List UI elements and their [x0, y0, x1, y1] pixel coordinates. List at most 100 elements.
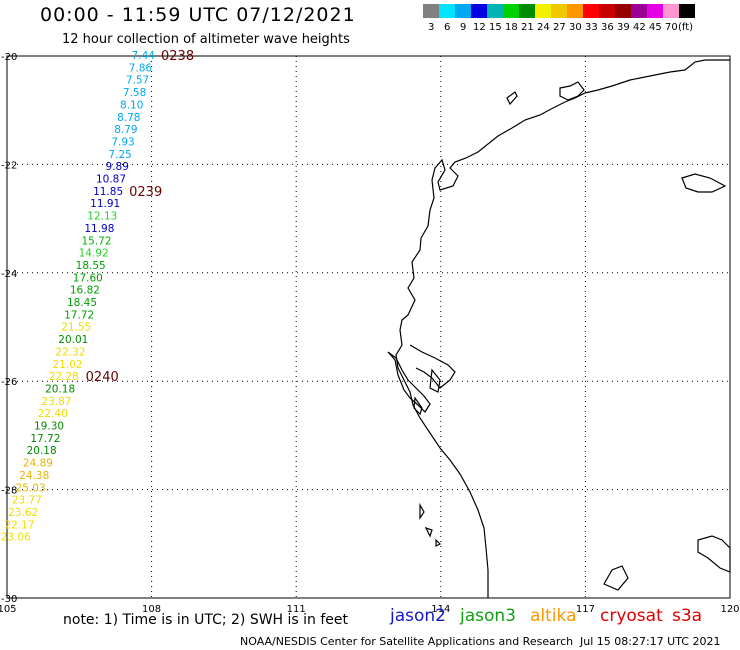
longitude-label: 105: [0, 604, 17, 615]
satellite-label-cryosat: cryosat: [600, 606, 663, 626]
pass-labels: 0238 0239 0240: [86, 49, 194, 385]
wave-height-value: 21.02: [53, 359, 83, 371]
legend-label: 27: [553, 22, 566, 33]
legend-swatch: [663, 4, 679, 18]
latitude-label: -20: [1, 52, 17, 63]
legend-swatch: [567, 4, 583, 18]
wave-height-value: 15.72: [81, 235, 111, 247]
legend-label: 70: [665, 22, 678, 33]
wave-height-value: 8.10: [120, 99, 143, 111]
wave-height-value: 23.87: [41, 396, 71, 408]
longitude-label: 111: [287, 604, 306, 615]
longitude-label: 114: [431, 604, 450, 615]
legend-swatch: [679, 4, 695, 18]
graticule: 105 108 111 114 117 120 -20 -22 -24 -26 -28 -30: [0, 52, 740, 615]
wave-height-value: 22.28: [49, 371, 79, 383]
legend-swatch: [519, 4, 535, 18]
wave-height-value: 18.55: [76, 260, 106, 272]
satellite-label-jason3: jason3: [460, 606, 516, 626]
legend-label: 33: [585, 22, 598, 33]
legend-swatch: [631, 4, 647, 18]
legend-label: 21: [521, 22, 534, 33]
wave-height-value: 20.01: [58, 334, 88, 346]
wave-height-value: 12.13: [87, 211, 117, 223]
wave-height-value: 17.60: [73, 272, 103, 284]
page-title: 00:00 - 11:59 UTC 07/12/2021: [40, 4, 356, 26]
legend-label: 39: [617, 22, 630, 33]
wave-height-value: 21.55: [61, 322, 91, 334]
wave-height-value: 7.44: [132, 50, 156, 62]
wave-height-value: 14.92: [79, 248, 109, 260]
latitude-label: -26: [1, 377, 17, 388]
wave-height-value: 20.18: [27, 445, 57, 457]
wave-height-value: 17.72: [64, 309, 94, 321]
legend-swatch: [439, 4, 455, 18]
latitude-label: -24: [1, 269, 17, 280]
wave-height-value: 22.32: [55, 346, 85, 358]
wave-height-value: 8.78: [117, 112, 140, 124]
footer-note: note: 1) Time is in UTC; 2) SWH is in fe…: [63, 612, 349, 628]
satellite-label-s3a: s3a: [672, 606, 703, 626]
legend-label: 9: [460, 22, 467, 33]
page-subtitle: 12 hour collection of altimeter wave hei…: [62, 32, 350, 47]
legend-label: 45: [649, 22, 662, 33]
latitude-label: -22: [1, 160, 17, 171]
latitude-label: -30: [1, 594, 17, 605]
legend-label: (ft): [678, 22, 694, 33]
wave-height-value: 23.77: [12, 495, 42, 507]
wave-height-value: 23.06: [1, 532, 31, 544]
legend-label: 30: [569, 22, 582, 33]
wave-height-value: 7.57: [126, 75, 149, 87]
measurement-labels: 7.447.867.577.588.108.788.797.937.259.89…: [1, 50, 156, 544]
satellite-label-jason2: jason2: [390, 606, 446, 626]
wave-height-value: 7.86: [129, 62, 153, 74]
color-legend: 3 6 9 12 15 18 21 24 27 30 33 36 39 42 45 70 (ft): [423, 4, 695, 33]
wave-height-value: 25.03: [16, 482, 46, 494]
footer-timestamp: Jul 15 08:27:17 UTC 2021: [580, 635, 721, 648]
legend-swatch: [535, 4, 551, 18]
wave-height-value: 7.93: [111, 136, 134, 148]
wave-height-value: 11.98: [84, 223, 114, 235]
pass-time-label: 0240: [86, 370, 119, 385]
satellite-label-altika: altika: [530, 606, 577, 626]
wave-height-value: 20.18: [45, 383, 75, 395]
legend-label: 24: [537, 22, 550, 33]
longitude-label: 108: [142, 604, 161, 615]
wave-height-value: 19.30: [34, 421, 64, 433]
wave-height-value: 7.25: [108, 149, 131, 161]
legend-swatch: [487, 4, 503, 18]
wave-height-value: 22.17: [4, 519, 34, 531]
wave-height-value: 11.91: [90, 198, 120, 210]
wave-height-value: 18.45: [67, 297, 97, 309]
wave-height-value: 24.38: [19, 470, 49, 482]
wave-height-value: 11.85: [93, 186, 123, 198]
map-frame: [6, 55, 731, 599]
wave-height-value: 9.89: [106, 161, 129, 173]
longitude-label: 117: [576, 604, 595, 615]
latitude-label: -28: [1, 486, 17, 497]
footer-credit: NOAA/NESDIS Center for Satellite Applica…: [240, 635, 574, 648]
legend-label: 3: [428, 22, 435, 33]
coastline: [387, 59, 731, 598]
legend-label: 6: [444, 22, 451, 33]
legend-label: 18: [505, 22, 518, 33]
legend-swatch: [471, 4, 487, 18]
legend-swatch: [583, 4, 599, 18]
wave-height-value: 23.62: [8, 507, 38, 519]
legend-swatch: [647, 4, 663, 18]
legend-swatch: [615, 4, 631, 18]
legend-swatch: [503, 4, 519, 18]
wave-height-value: 10.87: [96, 174, 126, 186]
longitude-label: 120: [720, 604, 739, 615]
legend-swatch: [423, 4, 439, 18]
legend-label: 12: [473, 22, 486, 33]
legend-label: 42: [633, 22, 646, 33]
legend-label: 36: [601, 22, 614, 33]
wave-height-value: 22.40: [38, 408, 68, 420]
legend-swatch: [599, 4, 615, 18]
legend-color-bar: [423, 4, 695, 18]
pass-time-label: 0238: [161, 49, 194, 64]
wave-height-value: 7.58: [123, 87, 146, 99]
legend-swatch: [455, 4, 471, 18]
